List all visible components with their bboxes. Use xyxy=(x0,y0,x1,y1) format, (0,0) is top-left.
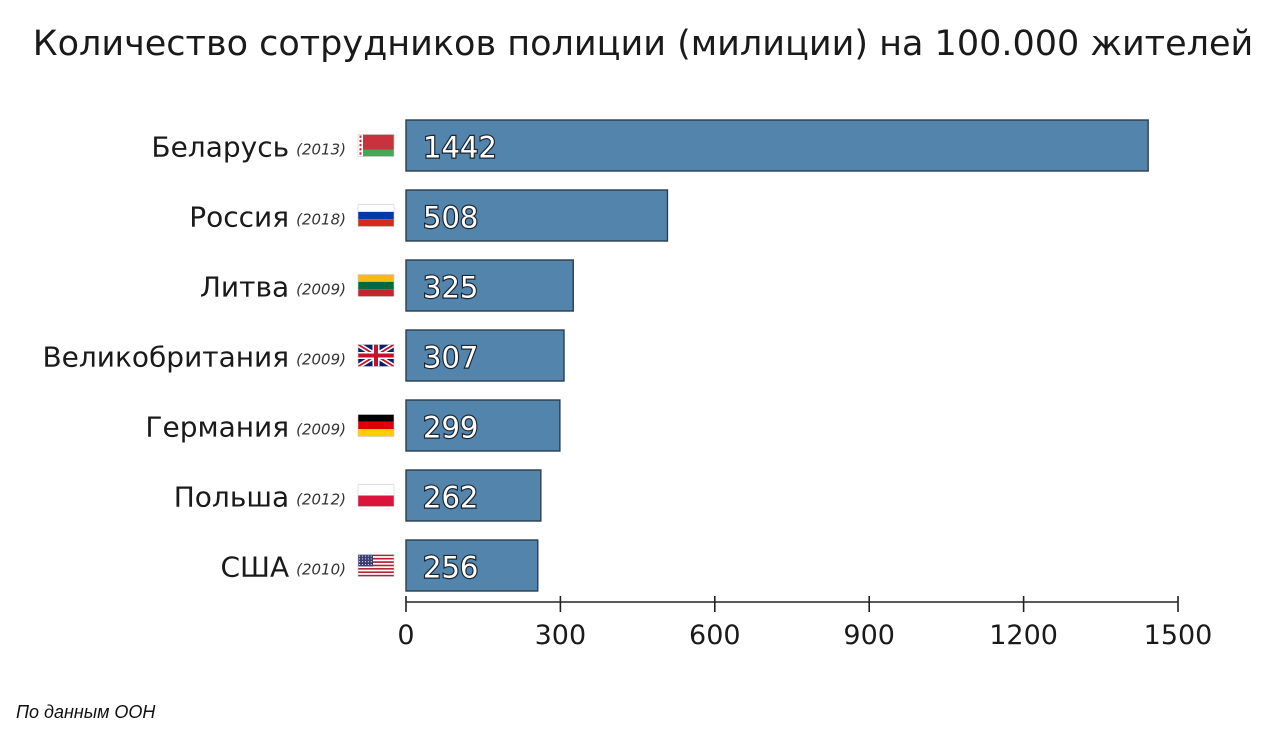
x-tick-label: 600 xyxy=(689,620,741,651)
chart-row: (2009) Литва 325 xyxy=(200,259,574,312)
bar xyxy=(405,539,539,592)
source-note: По данным ООН xyxy=(16,702,156,722)
usa-flag-icon xyxy=(358,554,394,577)
chart-row: (2010) США 256 xyxy=(220,539,539,592)
lithuania-flag-icon xyxy=(358,274,394,297)
year-label: (2012) xyxy=(296,491,346,509)
chart-row: (2009) Германия 299 xyxy=(145,399,561,452)
value-label: 299 xyxy=(423,411,478,445)
bar xyxy=(405,259,574,312)
value-label: 307 xyxy=(423,341,478,375)
category-label: Германия xyxy=(145,411,289,444)
category-label: Россия xyxy=(189,201,289,234)
year-label: (2009) xyxy=(296,421,346,439)
germany-flag-icon xyxy=(358,414,394,437)
bar xyxy=(405,469,542,522)
x-tick-label: 0 xyxy=(397,620,414,651)
chart-row: (2013) Беларусь 1442 xyxy=(151,119,1149,172)
x-tick-label: 1500 xyxy=(1144,620,1213,651)
chart-row: (2012) Польша 262 xyxy=(174,469,542,522)
value-label: 325 xyxy=(423,271,478,305)
bar xyxy=(405,329,565,382)
value-label: 256 xyxy=(423,551,478,585)
category-label: Литва xyxy=(200,271,289,304)
poland-flag-icon xyxy=(358,484,394,507)
year-label: (2010) xyxy=(296,561,346,579)
x-axis: 0 300 600 900 1200 1500 xyxy=(397,596,1212,651)
year-label: (2018) xyxy=(296,211,346,229)
bar xyxy=(405,189,669,242)
x-tick-label: 900 xyxy=(843,620,895,651)
category-label: США xyxy=(220,551,289,584)
value-label: 508 xyxy=(423,201,478,235)
belarus-flag-icon xyxy=(358,134,394,157)
category-label: Великобритания xyxy=(42,341,289,374)
chart-title: Количество сотрудников полиции (милиции)… xyxy=(33,24,1254,64)
bar-chart: Количество сотрудников полиции (милиции)… xyxy=(33,24,1254,651)
year-label: (2009) xyxy=(296,351,346,369)
year-label: (2009) xyxy=(296,281,346,299)
bar xyxy=(405,399,561,452)
category-label: Польша xyxy=(174,481,289,514)
chart-row: (2018) Россия 508 xyxy=(189,189,669,242)
uk-flag-icon xyxy=(358,344,394,367)
category-label: Беларусь xyxy=(151,131,289,164)
value-label: 262 xyxy=(423,481,478,515)
x-tick-label: 300 xyxy=(535,620,587,651)
value-label: 1442 xyxy=(423,131,497,165)
chart-row: (2009) Великобритания 307 xyxy=(42,329,565,382)
x-tick-label: 1200 xyxy=(989,620,1058,651)
bar xyxy=(405,119,1149,172)
chart-rows: (2013) Беларусь 1442 (2018) Россия 508 (2009) Л… xyxy=(42,119,1149,592)
russia-flag-icon xyxy=(358,204,394,227)
year-label: (2013) xyxy=(296,141,346,159)
